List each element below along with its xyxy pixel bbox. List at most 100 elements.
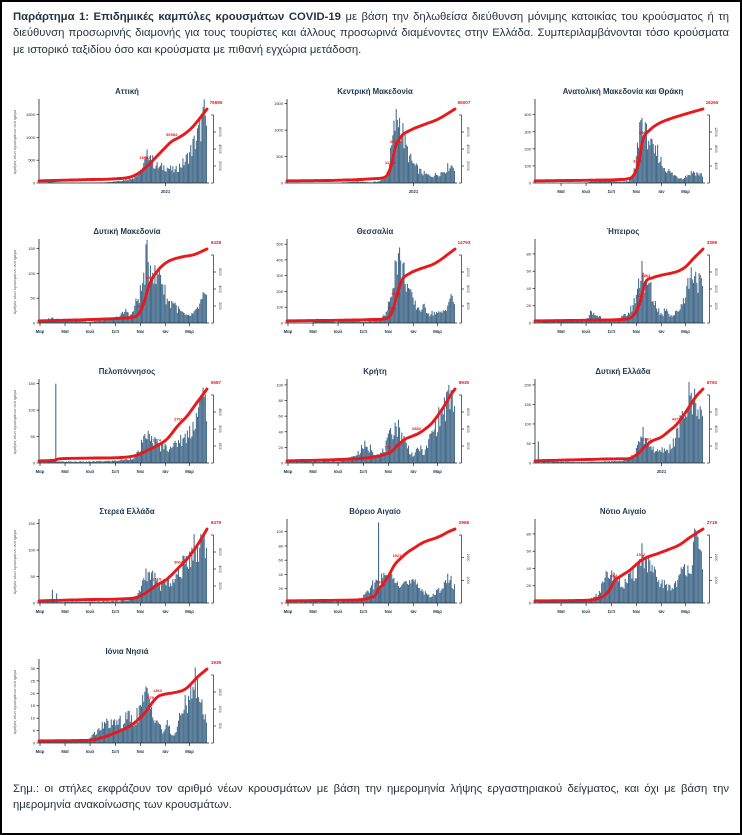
svg-text:663: 663	[611, 573, 618, 578]
total-annotation: 6428	[211, 240, 222, 245]
svg-text:Ιουλ: Ιουλ	[86, 329, 95, 334]
y-axis-ticks: 0 5 10 15 20 25 30	[31, 666, 39, 746]
svg-text:Μαρ: Μαρ	[284, 469, 293, 474]
svg-text:Σεπ: Σεπ	[608, 609, 617, 614]
svg-text:1512: 1512	[636, 552, 646, 557]
y-axis-label: Αριθμός νέων κρουσμάτων ανά ημέρα	[13, 109, 17, 174]
daily-bars	[39, 239, 207, 323]
svg-text:3337: 3337	[145, 275, 155, 280]
svg-text:1927: 1927	[393, 553, 403, 558]
svg-text:6000: 6000	[466, 408, 470, 416]
right-axis: 20000 40000 60000	[459, 114, 470, 184]
svg-text:100: 100	[524, 421, 531, 426]
svg-text:Νοε: Νοε	[137, 469, 145, 474]
svg-text:150: 150	[524, 402, 531, 407]
appendix-paragraph: Παράρτημα 1: Επιδημικές καμπύλες κρουσμά…	[13, 9, 729, 58]
y-axis-ticks: 0 20 40 60 80 100	[276, 382, 287, 466]
y-axis-label: Αριθμός νέων κρουσμάτων ανά ημέρα	[13, 249, 17, 314]
svg-text:Νοε: Νοε	[137, 749, 145, 754]
svg-text:0: 0	[33, 321, 36, 326]
y-axis-ticks: 0 20 40 60 80	[527, 531, 535, 606]
chart-cell-0: Αττική 0 500 1000 1500 2021 Αριθμός νέων κρουσ…	[9, 86, 245, 220]
cumulative-line	[285, 527, 457, 603]
svg-text:Μαϊ: Μαϊ	[557, 189, 565, 194]
svg-text:200: 200	[276, 289, 283, 294]
svg-text:40: 40	[279, 429, 284, 434]
svg-text:Μαρ: Μαρ	[36, 329, 45, 334]
svg-text:2021: 2021	[161, 189, 171, 194]
svg-text:1500: 1500	[218, 688, 222, 696]
annotations: 1961 4378 8792	[642, 380, 717, 441]
chart-title: Δυτική Μακεδονία	[93, 227, 161, 236]
daily-bars	[287, 522, 455, 603]
svg-text:20000: 20000	[218, 161, 222, 171]
chart-7: 0 20 40 60 80 100 Μαρ Μαϊ Ιουλ Σεπ Νοε Ιαν Μαρ 2000 40…	[276, 379, 470, 474]
svg-text:Ιαν: Ιαν	[658, 609, 665, 614]
svg-text:40000: 40000	[218, 144, 222, 154]
svg-text:Μαϊ: Μαϊ	[61, 469, 69, 474]
svg-text:Νοε: Νοε	[633, 609, 641, 614]
svg-text:761: 761	[136, 304, 143, 309]
svg-text:5: 5	[33, 728, 36, 733]
svg-text:9604: 9604	[639, 130, 649, 135]
cumulative-line	[37, 247, 209, 323]
svg-text:10: 10	[31, 716, 36, 721]
svg-text:30: 30	[31, 666, 36, 671]
svg-text:1000: 1000	[218, 705, 222, 713]
cumulative-line	[285, 107, 457, 183]
y-axis-ticks: 0 50 100 150	[28, 521, 39, 606]
svg-text:Σεπ: Σεπ	[360, 329, 369, 334]
chart-cell-8: Δυτική Ελλάδα 0 50 100 150 200 2021 2000 4000 600…	[505, 366, 741, 500]
svg-text:Σεπ: Σεπ	[608, 189, 617, 194]
daily-bars	[40, 99, 207, 183]
svg-text:Ιουλ: Ιουλ	[334, 609, 343, 614]
svg-text:0: 0	[33, 461, 36, 466]
chart-4: 0 100 200 300 400 500 Μαρ Μαϊ Ιουλ Σεπ Νοε Ιαν Μαρ 40…	[276, 239, 471, 334]
chart-1: 0 500 1000 1500 2021 20000 40000 60000 11384 3021…	[274, 99, 471, 194]
svg-text:4000: 4000	[218, 285, 222, 293]
svg-text:Μαρ: Μαρ	[681, 609, 690, 614]
svg-text:3172: 3172	[633, 158, 643, 163]
y-axis-ticks: 0 50 100 150 200	[524, 382, 535, 466]
svg-text:Μαρ: Μαρ	[36, 609, 45, 614]
x-axis-ticks: Μαϊ Ιουλ Σεπ Νοε Ιαν Μαρ	[557, 603, 690, 614]
svg-text:6000: 6000	[218, 268, 222, 276]
svg-text:Ιουλ: Ιουλ	[86, 749, 95, 754]
x-axis-ticks: 2021	[657, 463, 667, 474]
svg-text:18632: 18632	[139, 155, 151, 160]
svg-text:Μαρ: Μαρ	[284, 329, 293, 334]
svg-text:500: 500	[28, 158, 35, 163]
chart-title: Πελοπόννησος	[98, 367, 156, 376]
right-axis: 20000 40000 60000	[211, 114, 222, 184]
cumulative-line	[533, 247, 705, 323]
svg-text:6000: 6000	[714, 408, 718, 416]
svg-text:Μαρ: Μαρ	[185, 469, 194, 474]
axes	[534, 379, 705, 464]
svg-text:Σεπ: Σεπ	[112, 469, 121, 474]
daily-bars	[535, 528, 703, 603]
total-annotation: 1939	[211, 660, 222, 665]
svg-text:0: 0	[281, 461, 284, 466]
axes	[38, 239, 209, 324]
chart-12: 0 5 10 15 20 25 30 Μαρ Μαϊ Ιουλ Σεπ Νοε Ιαν Μαρ Αριθμό…	[13, 659, 222, 754]
daily-bars	[39, 532, 207, 603]
svg-text:0: 0	[529, 181, 532, 186]
total-annotation: 2968	[459, 520, 470, 525]
cumulative-line	[37, 527, 209, 603]
svg-text:0: 0	[33, 601, 36, 606]
svg-text:20: 20	[527, 303, 532, 308]
chart-title: Αττική	[115, 87, 139, 96]
right-axis: 1000 2000	[459, 534, 470, 604]
chart-5: 0 20 40 60 80 Μαϊ Ιουλ Σεπ Νοε Ιαν Μαρ 1000 2000 3000…	[527, 239, 718, 334]
total-annotation: 6479	[211, 520, 222, 525]
y-axis-label: Αριθμός νέων κρουσμάτων ανά ημέρα	[13, 389, 17, 454]
svg-text:50: 50	[31, 434, 36, 439]
chart-title: Ήπειρος	[606, 227, 640, 236]
svg-text:0: 0	[281, 181, 284, 186]
svg-text:1000: 1000	[274, 128, 284, 133]
svg-text:60: 60	[527, 269, 532, 274]
svg-text:400: 400	[276, 257, 283, 262]
svg-text:4000: 4000	[466, 302, 470, 310]
chart-cell-7: Κρήτη 0 20 40 60 80 100 Μαρ Μαϊ Ιουλ Σεπ Νοε Ιαν Μαρ 2…	[257, 366, 493, 500]
svg-text:Μαρ: Μαρ	[681, 189, 690, 194]
